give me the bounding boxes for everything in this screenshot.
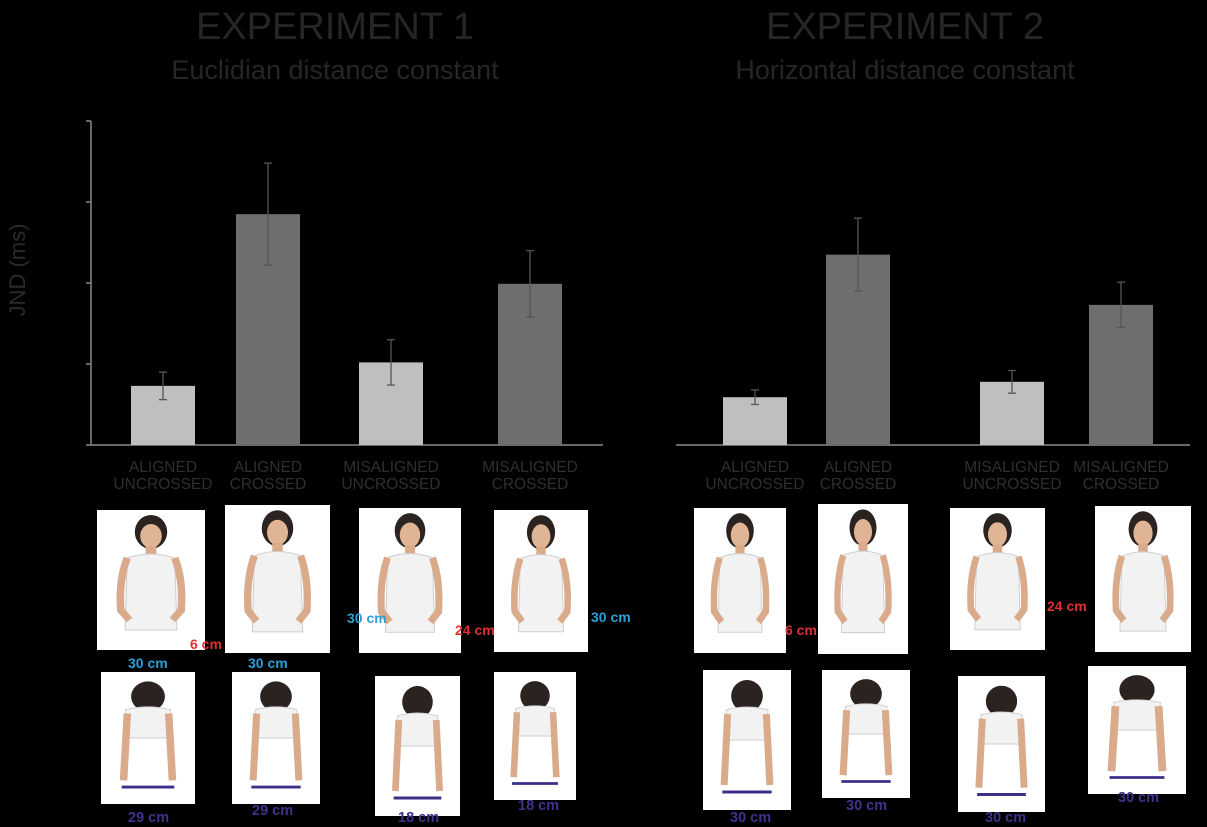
measurement-label: 30 cm <box>591 609 631 625</box>
front-view-photo-figure <box>116 515 186 631</box>
category-label-line: MISALIGNED <box>964 459 1060 476</box>
bar-2-4 <box>1089 304 1153 445</box>
category-label-line: UNCROSSED <box>113 476 213 493</box>
experiment-1-subtitle: Euclidian distance constant <box>171 55 499 85</box>
top-distance-label: 30 cm <box>985 810 1027 826</box>
category-label-line: CROSSED <box>819 476 897 493</box>
top-view-photo <box>101 672 195 804</box>
front-view-photo-figure <box>511 515 571 633</box>
measurement-label: 24 cm <box>1047 598 1087 614</box>
front-view-photo-figure <box>377 513 443 633</box>
top-view-photo-figure <box>249 681 303 789</box>
top-view-photo <box>703 670 791 810</box>
top-view-photo-figure <box>975 685 1028 796</box>
measurement-label: 30 cm <box>128 655 168 671</box>
category-label-line: MISALIGNED <box>482 459 578 476</box>
front-view-photo-figure <box>244 510 311 633</box>
experiment-2-subtitle: Horizontal distance constant <box>735 55 1075 85</box>
top-view-photo-figure <box>510 681 560 785</box>
bar-charts <box>86 120 1190 446</box>
front-view-photo <box>694 508 786 653</box>
top-view-photo-figure <box>1107 675 1167 779</box>
front-view-photo-figure <box>1112 511 1174 632</box>
category-label-line: MISALIGNED <box>1073 459 1169 476</box>
top-view-photo-figure <box>119 681 177 789</box>
top-distance-label: 30 cm <box>730 810 772 826</box>
category-label-line: ALIGNED <box>128 459 198 476</box>
front-view-photo <box>494 510 588 652</box>
category-label-line: UNCROSSED <box>341 476 441 493</box>
front-view-photo-figure <box>710 513 770 633</box>
front-view-photo <box>359 508 461 653</box>
front-view-photo <box>1095 506 1191 652</box>
top-view-photo <box>375 676 460 816</box>
category-label: ALIGNED UNCROSSED <box>705 459 804 493</box>
experiment-2-title: EXPERIMENT 2 <box>765 6 1045 48</box>
bar-2-1 <box>723 397 787 445</box>
top-distance-label: 30 cm <box>1118 790 1160 806</box>
category-label: ALIGNED CROSSED <box>230 459 307 493</box>
category-label-line: CROSSED <box>1082 476 1160 493</box>
category-label-line: CROSSED <box>229 476 307 493</box>
category-label-line: ALIGNED <box>233 459 303 476</box>
category-label: ALIGNED UNCROSSED <box>113 459 212 493</box>
front-view-photo <box>97 510 205 650</box>
category-label: MISALIGNED UNCROSSED <box>341 459 440 493</box>
top-view-photo-figure <box>392 686 443 800</box>
category-label: ALIGNED CROSSED <box>820 459 897 493</box>
measurement-label: 30 cm <box>347 610 387 626</box>
top-view-photo-figure <box>720 680 774 794</box>
category-label: MISALIGNED CROSSED <box>1073 459 1169 493</box>
front-view-photo-figure <box>834 509 892 634</box>
category-label-line: UNCROSSED <box>705 476 805 493</box>
front-view-photo <box>818 504 908 654</box>
category-label: MISALIGNED CROSSED <box>482 459 578 493</box>
top-view-photo-figure <box>839 679 893 783</box>
category-label: MISALIGNED UNCROSSED <box>962 459 1061 493</box>
top-distance-label: 18 cm <box>518 798 560 814</box>
measurement-label: 6 cm <box>785 622 817 638</box>
front-view-photo <box>950 508 1045 650</box>
measurement-label: 24 cm <box>455 622 495 638</box>
top-view-photo <box>822 670 910 798</box>
top-distance-label: 18 cm <box>398 810 440 826</box>
top-distance-label: 29 cm <box>252 803 294 819</box>
experiment-1-title: EXPERIMENT 1 <box>195 6 475 48</box>
top-distance-label: 30 cm <box>846 798 888 814</box>
measurement-label: 6 cm <box>190 636 222 652</box>
category-label-line: MISALIGNED <box>343 459 439 476</box>
category-label-line: ALIGNED <box>720 459 790 476</box>
top-view-photo <box>1088 666 1186 794</box>
category-label-line: UNCROSSED <box>962 476 1062 493</box>
front-view-photo <box>225 505 330 653</box>
top-view-photo <box>494 672 576 800</box>
top-distance-label: 29 cm <box>128 810 170 826</box>
measurement-label: 30 cm <box>248 655 288 671</box>
category-label-line: ALIGNED <box>823 459 893 476</box>
top-view-photo <box>232 672 320 804</box>
category-label-line: CROSSED <box>491 476 569 493</box>
front-view-photo-figure <box>967 513 1028 631</box>
top-view-photo <box>958 676 1045 812</box>
